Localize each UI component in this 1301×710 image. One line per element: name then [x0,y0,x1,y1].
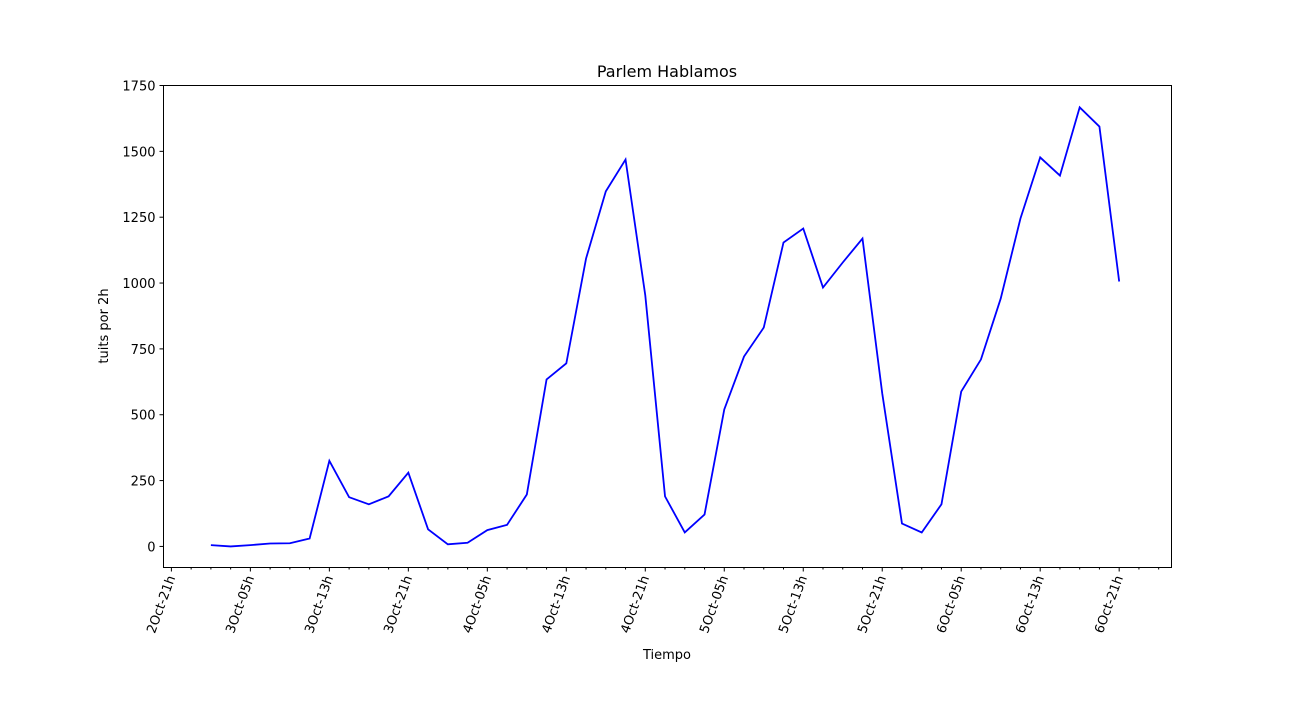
data-line [210,105,1121,548]
y-tick-label: 0 [147,540,155,555]
x-tick-label: 6Oct-13h [1013,574,1048,636]
x-tick-label: 3Oct-13h [302,574,337,636]
x-tick-label: 4Oct-05h [460,574,495,636]
plot-frame [163,85,1172,568]
x-tick-label: 2Oct-21h [144,574,179,636]
x-tick-label: 3Oct-05h [223,574,258,636]
x-tick-label: 5Oct-13h [776,574,811,636]
y-tick-label: 1750 [122,80,155,95]
y-axis-label: tuits por 2h [97,288,112,363]
y-tick-label: 500 [131,409,156,424]
x-tick-label: 3Oct-21h [381,574,416,636]
y-tick-label: 1500 [122,145,155,160]
x-tick-label: 4Oct-13h [539,574,574,636]
chart-title: Parlem Hablamos [597,62,737,81]
x-axis-label: Tiempo [642,648,691,663]
y-tick-label: 1000 [122,277,155,292]
y-tick-label: 1250 [122,211,155,226]
x-tick-label: 5Oct-05h [697,574,732,636]
x-tick-label: 5Oct-21h [855,574,890,636]
x-tick-label: 4Oct-21h [618,574,653,636]
x-tick-label: 6Oct-05h [934,574,969,636]
x-tick-label: 6Oct-21h [1092,574,1127,636]
y-tick-label: 250 [131,475,156,490]
y-tick-label: 750 [131,343,156,358]
